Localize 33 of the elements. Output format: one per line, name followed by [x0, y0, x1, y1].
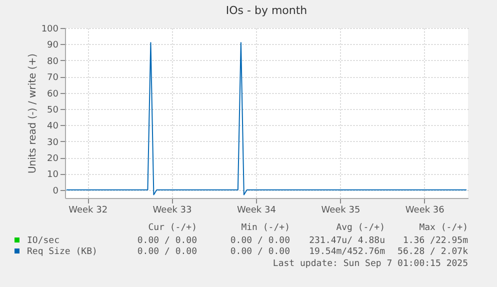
- text: Avg (-/+): [336, 223, 385, 233]
- text: 0.00 / 0.00: [230, 236, 290, 246]
- y-tick-label: 0: [52, 186, 59, 196]
- y-tick-label: 80: [47, 56, 59, 67]
- x-tick-label: Week 35: [321, 206, 360, 216]
- x-tick-label: Week 32: [68, 206, 108, 216]
- text: Max (-/+): [419, 223, 468, 233]
- y-tick-label: 50: [47, 105, 59, 116]
- y-tick-label: 60: [47, 89, 59, 100]
- legend-label: IO/sec: [27, 236, 60, 246]
- y-tick-label: 40: [47, 122, 59, 132]
- y-tick-label: 30: [47, 138, 59, 148]
- text: 0.00 / 0.00: [137, 236, 197, 246]
- x-tick-label: Week 33: [152, 206, 192, 216]
- chart-title: IOs - by month: [226, 4, 308, 17]
- y-tick-label: 10: [47, 170, 59, 180]
- y-tick-label: 20: [47, 154, 59, 164]
- text: 0.00 / 0.00: [230, 247, 290, 257]
- y-axis-title: Units read (-) / write (+): [27, 53, 38, 174]
- text: Last update: Sun Sep 7 01:00:15 2025: [272, 259, 468, 269]
- text: 0.00 / 0.00: [137, 247, 197, 257]
- text: 19.54m/452.76m: [309, 247, 385, 257]
- y-tick-label: 70: [47, 73, 59, 84]
- x-tick-label: Week 34: [236, 206, 276, 216]
- x-tick-label: Week 36: [405, 206, 445, 216]
- text: 56.28 / 2.07k: [398, 247, 469, 257]
- legend-label: Req Size (KB): [27, 247, 98, 257]
- text: Min (-/+): [241, 223, 290, 233]
- text: 1.36 /22.95m: [402, 236, 468, 246]
- y-tick-label: 100: [41, 24, 59, 34]
- y-tick-label: 90: [47, 40, 59, 51]
- text: Cur (-/+): [148, 223, 197, 233]
- text: 231.47u/ 4.88u: [309, 236, 385, 246]
